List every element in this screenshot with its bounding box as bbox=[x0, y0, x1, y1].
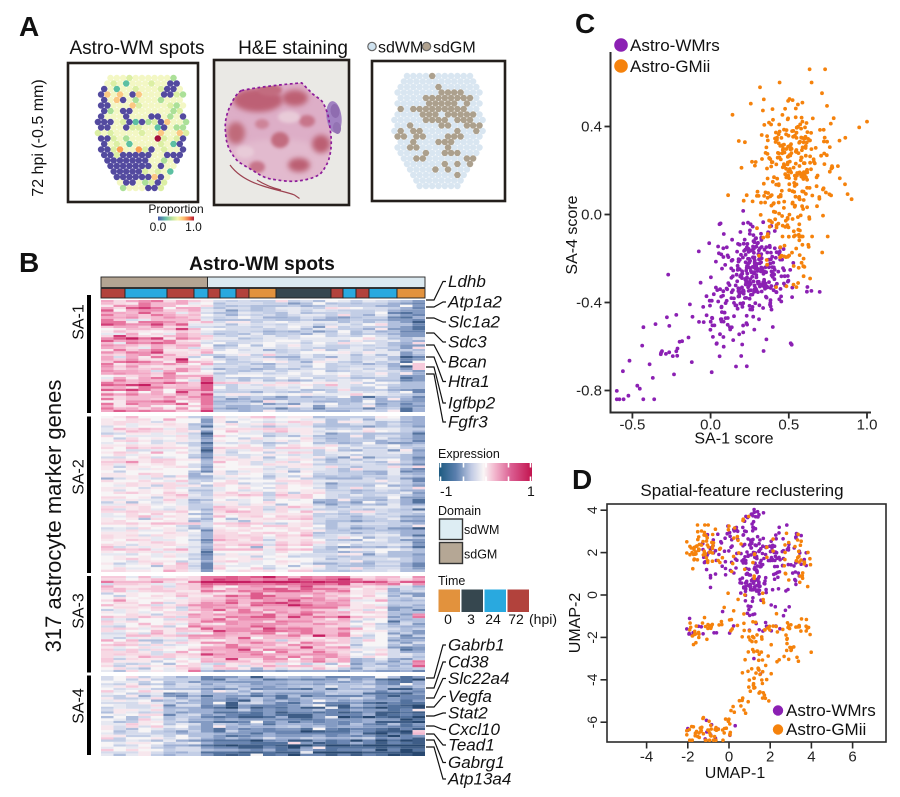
svg-text:C: C bbox=[575, 8, 595, 39]
svg-text:B: B bbox=[19, 247, 39, 278]
svg-text:Time: Time bbox=[438, 574, 465, 588]
svg-text:Igfbp2: Igfbp2 bbox=[448, 394, 496, 413]
svg-text:Astro-WMrs: Astro-WMrs bbox=[786, 701, 876, 720]
svg-text:sdGM: sdGM bbox=[433, 40, 476, 57]
svg-text:SA-1: SA-1 bbox=[71, 304, 88, 340]
svg-text:0.0: 0.0 bbox=[700, 417, 721, 434]
svg-text:72: 72 bbox=[508, 611, 524, 627]
svg-text:-0.5: -0.5 bbox=[619, 417, 645, 434]
svg-text:1.0: 1.0 bbox=[857, 417, 878, 434]
svg-text:H&E staining: H&E staining bbox=[238, 38, 348, 59]
svg-text:0: 0 bbox=[725, 749, 733, 766]
svg-text:-2: -2 bbox=[681, 749, 694, 766]
svg-text:SA-4: SA-4 bbox=[71, 688, 88, 724]
svg-text:0: 0 bbox=[444, 611, 452, 627]
svg-text:Vegfa: Vegfa bbox=[448, 687, 492, 706]
svg-text:Atp1a2: Atp1a2 bbox=[447, 293, 502, 312]
svg-text:1.0: 1.0 bbox=[185, 220, 202, 234]
svg-text:Cxcl10: Cxcl10 bbox=[448, 720, 501, 739]
svg-text:Astro-WM spots: Astro-WM spots bbox=[189, 254, 335, 275]
svg-text:sdGM: sdGM bbox=[464, 548, 497, 562]
svg-text:0.0: 0.0 bbox=[581, 207, 602, 224]
svg-text:SA-4 score: SA-4 score bbox=[564, 195, 581, 274]
svg-text:Stat2: Stat2 bbox=[448, 704, 488, 723]
svg-text:6: 6 bbox=[848, 749, 856, 766]
svg-text:SA-3: SA-3 bbox=[71, 593, 88, 629]
svg-text:Domain: Domain bbox=[438, 504, 481, 518]
svg-text:24: 24 bbox=[485, 611, 501, 627]
svg-text:72 hpi (-0.5 mm): 72 hpi (-0.5 mm) bbox=[30, 79, 47, 196]
svg-text:Bcan: Bcan bbox=[448, 353, 487, 372]
svg-text:2: 2 bbox=[584, 548, 600, 556]
svg-text:0.4: 0.4 bbox=[581, 119, 602, 136]
svg-text:4: 4 bbox=[807, 749, 815, 766]
svg-text:Astro-WM spots: Astro-WM spots bbox=[69, 38, 204, 59]
svg-text:Htra1: Htra1 bbox=[448, 372, 490, 391]
svg-text:UMAP-2: UMAP-2 bbox=[567, 593, 584, 654]
svg-text:Slc1a2: Slc1a2 bbox=[448, 313, 501, 332]
svg-text:Spatial-feature reclustering: Spatial-feature reclustering bbox=[640, 481, 843, 500]
svg-text:-4: -4 bbox=[584, 673, 600, 686]
svg-text:Slc22a4: Slc22a4 bbox=[448, 669, 509, 688]
svg-text:-2: -2 bbox=[584, 631, 600, 644]
svg-text:Gabrb1: Gabrb1 bbox=[448, 636, 505, 655]
svg-text:1: 1 bbox=[527, 483, 535, 499]
svg-text:Proportion: Proportion bbox=[148, 202, 203, 216]
svg-text:sdWM: sdWM bbox=[464, 523, 499, 537]
svg-text:3: 3 bbox=[467, 611, 475, 627]
svg-text:Cd38: Cd38 bbox=[448, 653, 489, 672]
svg-text:SA-1 score: SA-1 score bbox=[694, 431, 773, 448]
svg-text:Astro-GMii: Astro-GMii bbox=[786, 720, 866, 739]
svg-text:Atp13a4: Atp13a4 bbox=[447, 770, 511, 789]
svg-text:SA-2: SA-2 bbox=[71, 459, 88, 495]
svg-text:Gabrg1: Gabrg1 bbox=[448, 753, 505, 772]
svg-text:Astro-WMrs: Astro-WMrs bbox=[630, 36, 720, 55]
svg-text:-0.4: -0.4 bbox=[576, 295, 602, 312]
svg-text:0: 0 bbox=[584, 591, 600, 599]
svg-text:-0.8: -0.8 bbox=[576, 383, 602, 400]
svg-text:Fgfr3: Fgfr3 bbox=[448, 413, 488, 432]
svg-text:Expression: Expression bbox=[438, 447, 500, 461]
svg-text:0.0: 0.0 bbox=[150, 220, 167, 234]
svg-text:(hpi): (hpi) bbox=[529, 611, 557, 627]
svg-text:Sdc3: Sdc3 bbox=[448, 333, 487, 352]
svg-text:-4: -4 bbox=[640, 749, 653, 766]
svg-text:D: D bbox=[572, 464, 592, 495]
svg-text:Ldhb: Ldhb bbox=[448, 272, 486, 291]
svg-text:Astro-GMii: Astro-GMii bbox=[630, 57, 710, 76]
svg-text:UMAP-1: UMAP-1 bbox=[705, 765, 766, 782]
svg-text:Tead1: Tead1 bbox=[448, 736, 495, 755]
svg-text:sdWM: sdWM bbox=[378, 40, 423, 57]
svg-text:-1: -1 bbox=[440, 483, 453, 499]
svg-text:A: A bbox=[19, 11, 39, 42]
svg-text:317 astrocyte marker genes: 317 astrocyte marker genes bbox=[41, 380, 66, 653]
svg-text:0.5: 0.5 bbox=[778, 417, 799, 434]
svg-text:-6: -6 bbox=[584, 716, 600, 729]
svg-text:2: 2 bbox=[766, 749, 774, 766]
svg-text:4: 4 bbox=[584, 506, 600, 514]
